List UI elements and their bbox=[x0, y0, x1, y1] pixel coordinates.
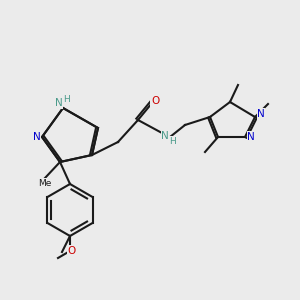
Text: N: N bbox=[161, 131, 169, 141]
Text: N: N bbox=[55, 98, 63, 108]
Text: Me: Me bbox=[38, 178, 52, 188]
Text: O: O bbox=[151, 96, 159, 106]
Text: H: H bbox=[64, 94, 70, 103]
Text: N: N bbox=[257, 109, 265, 119]
Text: N: N bbox=[33, 132, 41, 142]
Text: O: O bbox=[68, 246, 76, 256]
Text: H: H bbox=[169, 136, 176, 146]
Text: N: N bbox=[247, 132, 255, 142]
